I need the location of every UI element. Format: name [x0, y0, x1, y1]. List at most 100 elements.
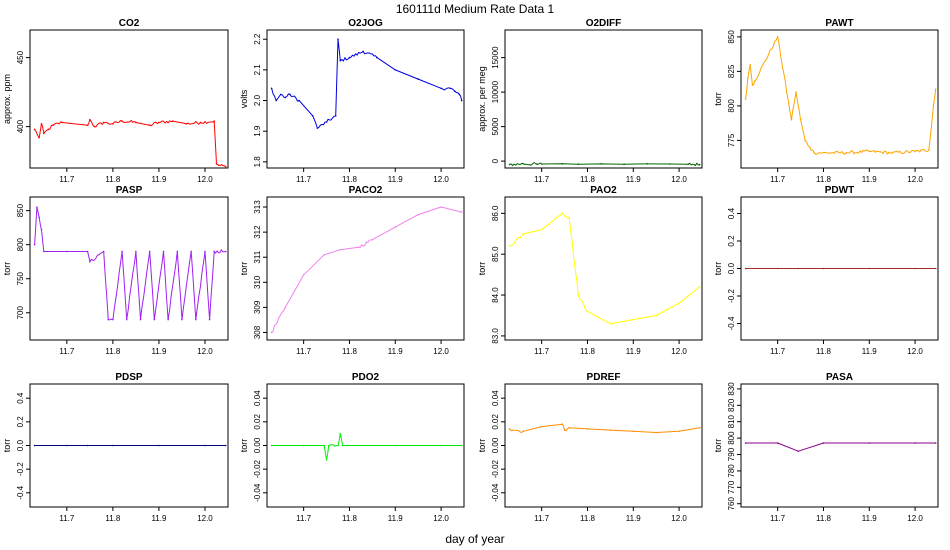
x-tick-label: 11.7 — [534, 175, 550, 184]
y-tick-label: 800 — [16, 237, 25, 251]
x-tick-label: 11.7 — [534, 347, 550, 356]
x-tick-label: 11.7 — [59, 175, 75, 184]
panel-pasp: PASP torr 850 800 750 700 11.7 11.8 11.9 12.0 — [2, 185, 229, 356]
y-tick-label: 750 — [16, 271, 25, 285]
data-point — [776, 267, 779, 270]
x-tick-label: 11.8 — [105, 175, 121, 184]
data-point — [508, 245, 511, 247]
data-point — [125, 318, 128, 321]
y-tick-label: 0.00 — [491, 437, 500, 453]
y-tick-label: 2.2 — [253, 33, 262, 45]
x-tick-label: 11.9 — [388, 514, 404, 523]
data-point — [176, 250, 179, 253]
panel-title: PDO2 — [352, 372, 380, 383]
series-line-paco2 — [271, 206, 462, 333]
data-point — [934, 442, 937, 444]
y-tick-label: 1.8 — [253, 156, 262, 168]
y-tick-label: 0.02 — [491, 414, 500, 430]
data-point — [808, 146, 811, 149]
data-point — [698, 426, 701, 429]
data-point — [822, 267, 825, 270]
y-axis-label: approx. ppm — [2, 74, 12, 124]
data-point — [600, 163, 603, 165]
data-point — [454, 90, 456, 93]
data-point — [394, 444, 397, 447]
data-point — [932, 105, 935, 107]
y-axis-label: volts — [239, 89, 249, 108]
data-point — [339, 248, 342, 251]
data-point — [135, 250, 137, 253]
data-point — [749, 63, 751, 66]
x-tick-label: 11.8 — [816, 175, 832, 184]
data-point — [323, 444, 326, 447]
y-tick-label: -0.02 — [253, 459, 262, 478]
data-point — [158, 121, 160, 124]
data-point — [194, 318, 197, 321]
data-point — [36, 206, 38, 209]
x-tick-label: 12.0 — [671, 175, 687, 184]
data-point — [698, 286, 701, 288]
data-point — [86, 444, 89, 447]
x-tick-label: 12.0 — [197, 175, 213, 184]
data-point — [312, 115, 314, 117]
data-point — [687, 163, 690, 166]
data-point — [33, 444, 36, 447]
y-tick-label: 85.0 — [491, 246, 500, 262]
x-tick-label: 11.7 — [296, 175, 312, 184]
data-point — [38, 136, 41, 139]
y-tick-label: -0.04 — [253, 483, 262, 502]
panel-co2: CO2 approx. ppm 450 400 11.7 11.8 11.9 12.0 — [2, 18, 229, 184]
data-point — [586, 310, 589, 313]
data-point — [568, 216, 570, 219]
data-point — [204, 250, 206, 253]
data-point — [751, 84, 754, 86]
data-point — [270, 331, 273, 334]
data-point — [522, 232, 525, 235]
panel-title: O2DIFF — [586, 18, 622, 29]
y-tick-label: 800 — [727, 99, 736, 113]
x-tick-label: 11.9 — [388, 175, 404, 184]
y-tick-label: 400 — [16, 119, 25, 133]
y-tick-label: 10000 — [491, 80, 500, 103]
data-point — [586, 428, 589, 430]
data-point — [357, 246, 360, 248]
data-point — [797, 267, 800, 270]
data-point — [417, 78, 419, 80]
y-tick-label: 0.04 — [491, 390, 500, 406]
series-line-o2jog — [271, 38, 463, 129]
panel-o2jog: O2JOG volts 2.2 2.1 2.0 1.9 1.8 11.7 11.8 11.9 12.… — [239, 18, 465, 184]
data-point — [678, 430, 680, 433]
data-point — [316, 127, 319, 129]
data-point — [289, 93, 291, 96]
x-tick-label: 11.9 — [862, 347, 878, 356]
data-point — [298, 99, 300, 102]
data-point — [561, 212, 564, 215]
data-point — [655, 314, 657, 317]
data-point — [632, 430, 635, 433]
x-tick-label: 11.9 — [151, 175, 167, 184]
panel-pdsp: PDSP torr 0.4 0.2 0.0 -0.2 -0.4 11.7 11.8 11.9 12.… — [2, 372, 229, 523]
data-point — [139, 318, 142, 321]
y-axis-label: torr — [2, 262, 12, 276]
data-point — [928, 149, 930, 151]
data-point — [348, 56, 351, 59]
data-point — [460, 99, 463, 102]
x-axis-label: day of year — [445, 532, 504, 546]
y-tick-label: -0.4 — [16, 485, 25, 499]
y-axis-label: torr — [239, 262, 249, 276]
data-point — [460, 444, 463, 447]
data-point — [561, 423, 564, 426]
data-point — [522, 430, 525, 433]
plot-frame — [740, 29, 939, 169]
data-point — [678, 302, 680, 305]
data-point — [102, 121, 105, 124]
data-point — [199, 121, 202, 124]
x-tick-label: 11.7 — [770, 514, 786, 523]
data-point — [804, 139, 806, 142]
data-point — [323, 253, 326, 256]
data-point — [89, 260, 91, 263]
y-tick-label: -0.2 — [727, 289, 736, 303]
panel-pdo2: PDO2 torr 0.04 0.02 0.00 -0.02 -0.04 11.7 11.8 11… — [239, 372, 465, 523]
data-point — [148, 124, 151, 127]
